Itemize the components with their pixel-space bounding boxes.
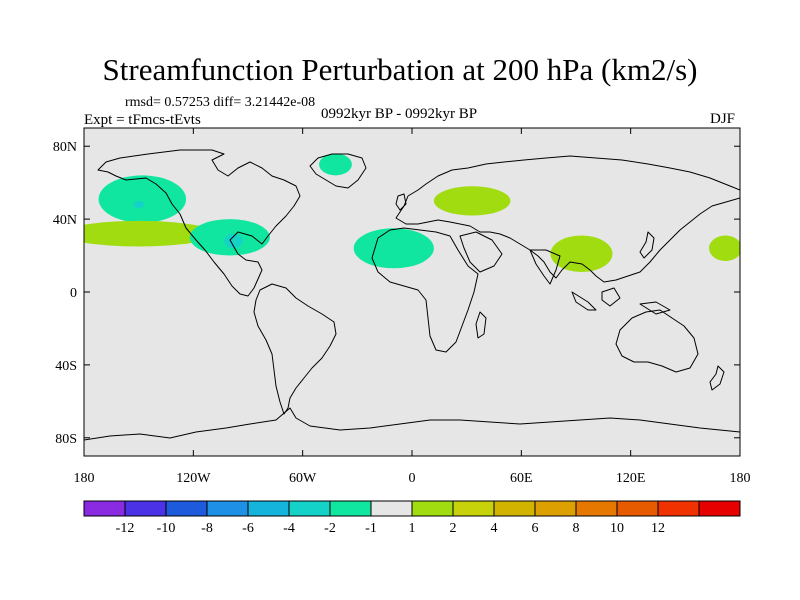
colorbar-swatch	[698, 500, 741, 517]
tick-label-layer: 80N 40N 0 40S 80S 180 120W 60W 0 60E 120E 180	[53, 140, 751, 486]
coastline-new-guinea	[639, 301, 671, 315]
colorbar-swatch	[534, 500, 577, 517]
colorbar-swatch	[83, 500, 126, 517]
colorbar-swatch	[493, 500, 536, 517]
colorbar-swatch	[165, 500, 208, 517]
coastline-antarctica	[84, 407, 740, 441]
lon-tick-label: 120W	[176, 471, 211, 486]
colorbar-label: -10	[157, 521, 176, 536]
lat-tick-label: 80N	[53, 140, 77, 155]
anomaly-north-pacific-negative	[98, 175, 187, 223]
coastline-japan	[639, 231, 655, 259]
colorbar-label: -1	[365, 521, 377, 536]
colorbar-swatch	[288, 500, 331, 517]
coastline-new-zealand	[709, 365, 725, 391]
anomaly-tibet-positive	[550, 235, 613, 272]
colorbar-swatch	[247, 500, 290, 517]
coastline-layer	[84, 149, 740, 441]
coastline-madagascar	[475, 311, 487, 339]
colorbar-label: 10	[610, 521, 624, 536]
colorbar-swatch	[575, 500, 618, 517]
coastline-britain	[395, 193, 407, 211]
anomaly-north-pacific-core	[133, 200, 145, 209]
map-title: Streamfunction Perturbation at 200 hPa (…	[102, 52, 698, 87]
coastline-australia	[615, 309, 699, 373]
anomaly-west-pacific-positive	[709, 235, 740, 262]
colorbar-swatch	[452, 500, 495, 517]
colorbar: -12 -10 -8 -6 -4 -2 -1 1 2 4 6 8 10 12	[83, 500, 741, 536]
colorbar-label: -8	[201, 521, 213, 536]
experiment-label: Expt = tFmcs-tEvts	[84, 112, 201, 128]
lon-tick-label: 180	[730, 471, 751, 486]
colorbar-swatch	[206, 500, 249, 517]
colorbar-swatch	[370, 500, 413, 517]
anomaly-north-africa-negative	[353, 228, 434, 269]
anomaly-gulf-mexico-core	[224, 233, 243, 249]
colorbar-label: -4	[283, 521, 295, 536]
colorbar-swatch	[124, 500, 167, 517]
lon-tick-label: 180	[74, 471, 95, 486]
coastline-north-america	[97, 149, 301, 297]
colorbar-label: 12	[651, 521, 665, 536]
coastline-south-america	[253, 283, 337, 415]
lon-tick-label: 60W	[289, 471, 317, 486]
anomaly-east-pacific-positive	[84, 220, 216, 247]
colorbar-label: -12	[116, 521, 135, 536]
colorbar-label: 6	[532, 521, 539, 536]
colorbar-swatch	[411, 500, 454, 517]
period-label: 0992kyr BP - 0992kyr BP	[321, 106, 478, 122]
coastline-india	[529, 249, 561, 285]
colorbar-label: -2	[324, 521, 336, 536]
lat-tick-label: 80S	[55, 432, 77, 447]
colorbar-label: -6	[242, 521, 254, 536]
lat-tick-label: 0	[70, 286, 77, 301]
coastline-eurasia	[395, 155, 740, 283]
colorbar-label: 2	[450, 521, 457, 536]
lon-tick-label: 60E	[510, 471, 533, 486]
season-label: DJF	[710, 111, 736, 127]
lat-tick-label: 40S	[55, 359, 77, 374]
map-background	[84, 128, 740, 456]
lat-tick-label: 40N	[53, 213, 77, 228]
coastline-arabia	[459, 231, 503, 273]
lon-tick-label: 120E	[616, 471, 646, 486]
coastline-borneo	[601, 287, 621, 307]
lon-tick-label: 0	[409, 471, 416, 486]
coastline-greenland	[309, 153, 367, 189]
stats-text: rmsd= 0.57253 diff= 3.21442e-08	[125, 95, 316, 110]
colorbar-label: 4	[491, 521, 498, 536]
anomaly-greenland-negative	[319, 153, 352, 176]
colorbar-swatch	[657, 500, 700, 517]
anomaly-europe-positive	[433, 186, 511, 216]
colorbar-label: 1	[409, 521, 416, 536]
tick-layer	[83, 128, 741, 456]
coastline-africa	[371, 227, 479, 353]
coastline-sumatra	[571, 291, 597, 311]
colorbar-swatch	[329, 500, 372, 517]
colorbar-label: 8	[573, 521, 580, 536]
colorbar-swatch	[616, 500, 659, 517]
anomaly-layer	[84, 153, 740, 272]
